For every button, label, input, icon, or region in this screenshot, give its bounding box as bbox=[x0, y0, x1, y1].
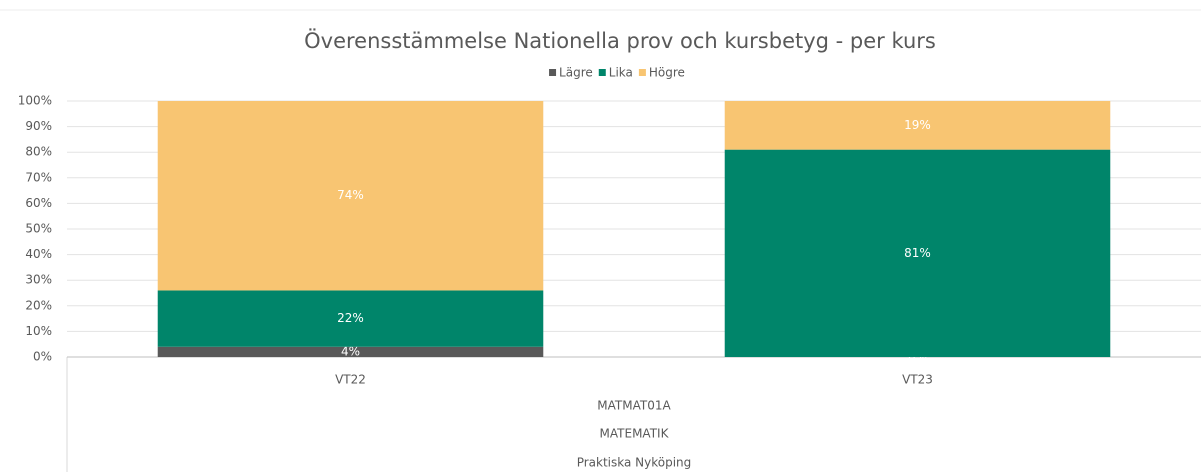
y-tick-label: 10% bbox=[25, 324, 52, 338]
y-tick-label: 30% bbox=[25, 273, 52, 287]
group-label: Praktiska Nyköping bbox=[577, 456, 692, 470]
y-tick-label: 60% bbox=[25, 196, 52, 210]
y-tick-label: 0% bbox=[33, 350, 52, 364]
bar-segment bbox=[724, 101, 1111, 150]
bar-segment bbox=[157, 346, 544, 357]
legend-label: Högre bbox=[649, 66, 685, 80]
legend-label: Lika bbox=[609, 66, 633, 80]
data-label: 19% bbox=[904, 118, 931, 132]
x-tick-label: VT22 bbox=[335, 373, 366, 387]
legend-label: Lägre bbox=[559, 66, 593, 80]
bar-segment bbox=[724, 149, 1111, 357]
group-label: MATEMATIK bbox=[600, 427, 670, 441]
legend-swatch bbox=[638, 69, 646, 76]
bar-segment bbox=[157, 290, 544, 347]
legend-swatch bbox=[549, 69, 557, 76]
y-tick-label: 20% bbox=[25, 298, 52, 312]
y-tick-label: 50% bbox=[25, 222, 52, 236]
y-tick-label: 100% bbox=[18, 94, 52, 108]
y-tick-label: 80% bbox=[25, 145, 52, 159]
data-label: 74% bbox=[337, 188, 364, 202]
data-label: 4% bbox=[341, 344, 360, 358]
y-tick-label: 70% bbox=[25, 170, 52, 184]
group-label: MATMAT01A bbox=[597, 399, 671, 413]
bar-segment bbox=[157, 101, 544, 291]
y-tick-label: 90% bbox=[25, 119, 52, 133]
chart-title: Överensstämmelse Nationella prov och kur… bbox=[304, 28, 936, 53]
data-label: 81% bbox=[904, 246, 931, 260]
x-tick-label: VT23 bbox=[902, 373, 933, 387]
data-label: 22% bbox=[337, 311, 364, 325]
y-tick-label: 40% bbox=[25, 247, 52, 261]
legend-swatch bbox=[598, 69, 606, 76]
